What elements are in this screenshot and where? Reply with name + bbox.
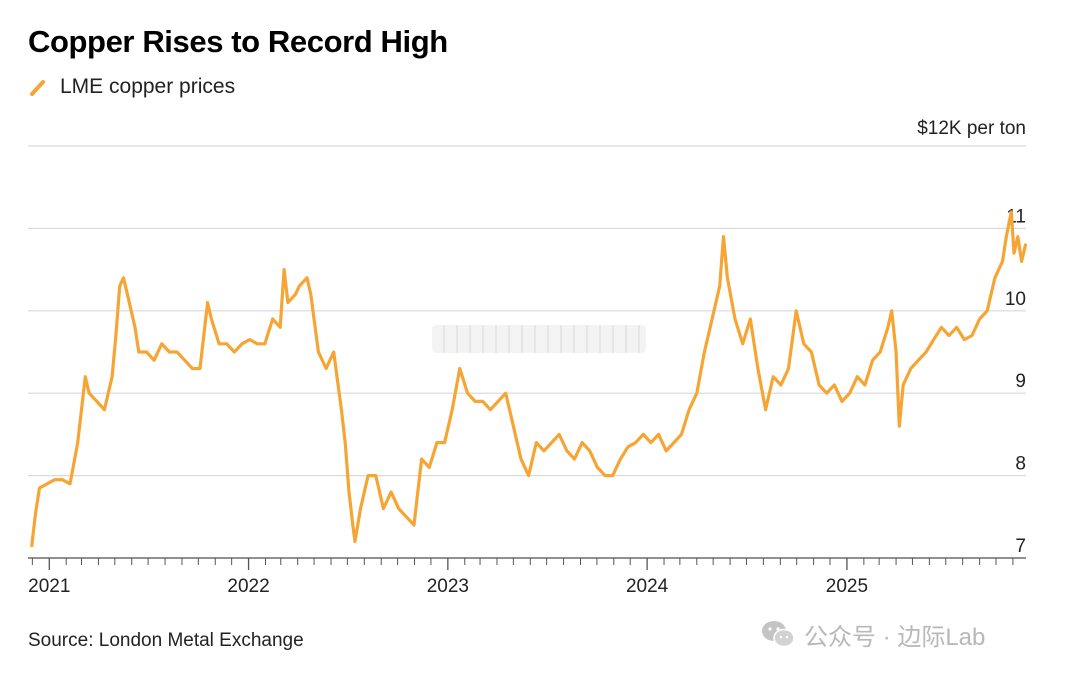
x-tick-label: 2025 [826, 576, 868, 597]
y-tick-label: 7 [1015, 536, 1026, 557]
y-tick-label: 8 [1015, 454, 1026, 475]
watermark-text: 公众号 · 边际Lab [804, 623, 986, 651]
watermark: 公众号 · 边际Lab [760, 618, 986, 651]
legend-label: LME copper prices [60, 75, 236, 98]
redacted-overlay [432, 325, 646, 353]
x-tick-label: 2024 [626, 576, 669, 597]
series-line-lme-copper [30, 210, 1028, 548]
x-tick-label: 2021 [28, 576, 70, 597]
legend-swatch [30, 80, 45, 96]
y-axis-unit-label: $12K per ton [917, 118, 1026, 139]
x-tick-label: 2022 [227, 576, 269, 597]
x-tick-label: 2023 [427, 576, 469, 597]
y-tick-label: 9 [1015, 371, 1026, 392]
wechat-icon [762, 621, 795, 648]
chart-title: Copper Rises to Record High [28, 24, 448, 59]
y-tick-label: 10 [1005, 289, 1026, 310]
source-note: Source: London Metal Exchange [28, 630, 304, 651]
legend: LME copper prices [28, 74, 235, 100]
